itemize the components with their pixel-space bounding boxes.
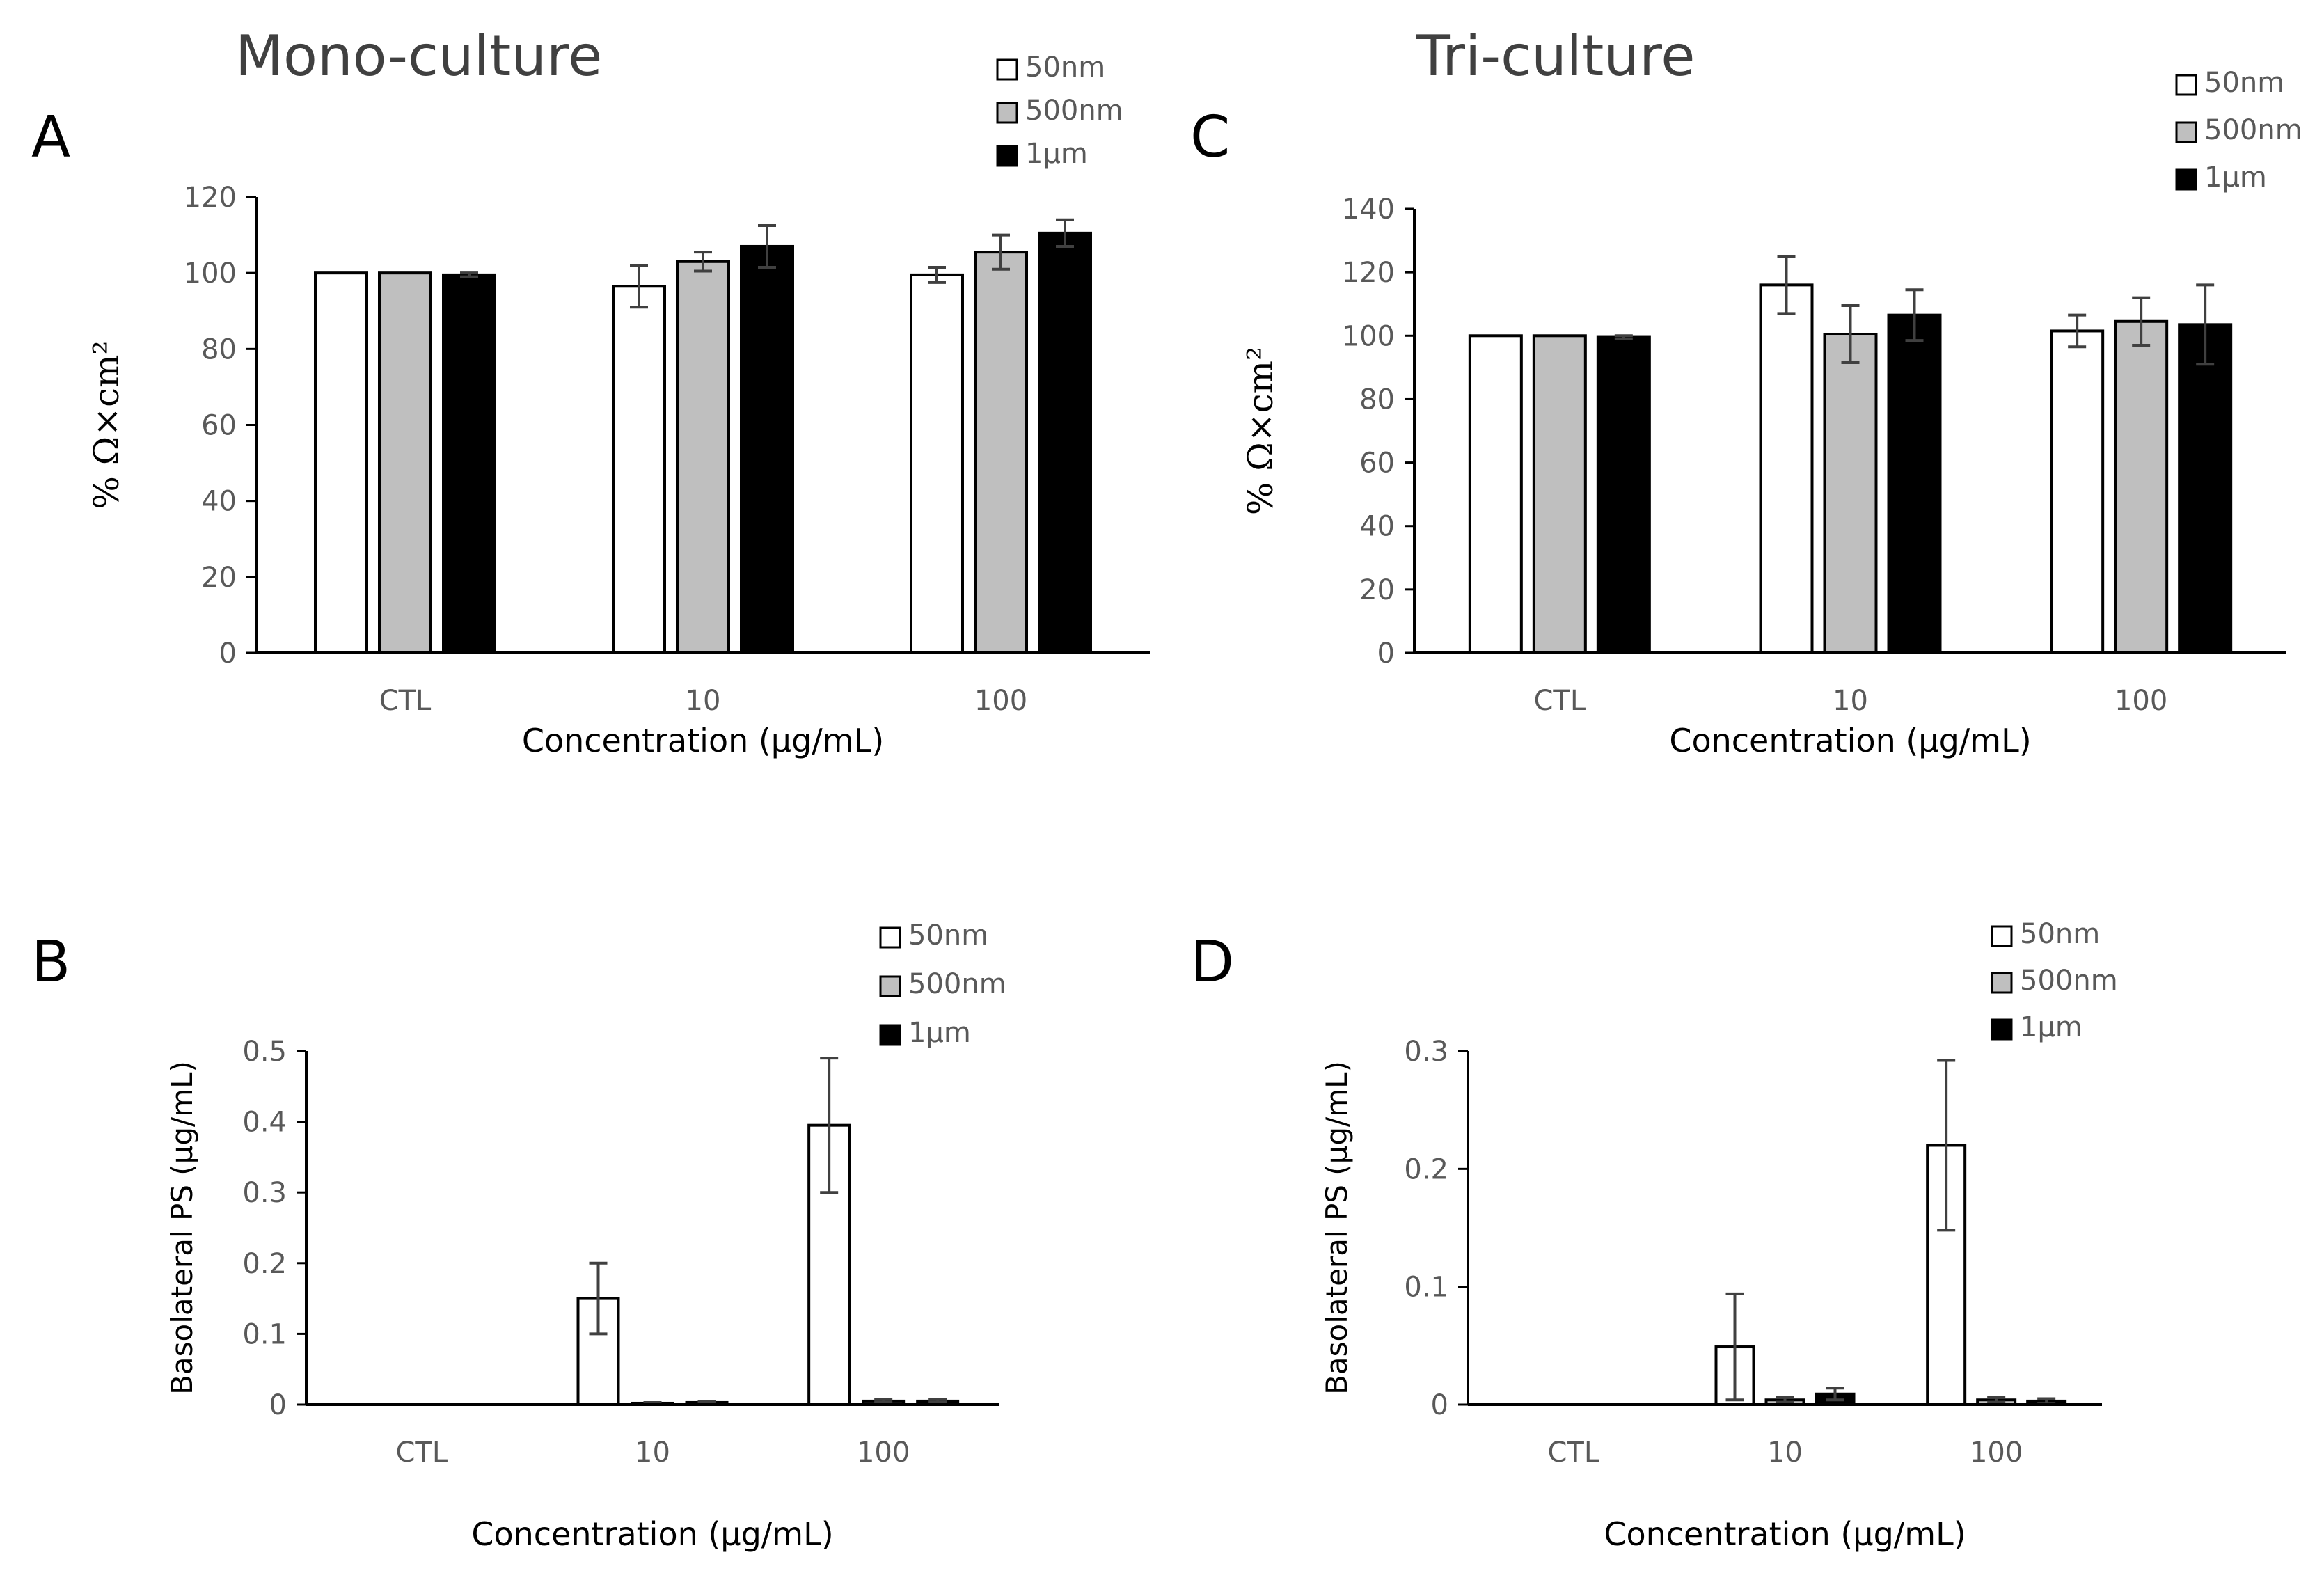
legend-swatch-1um: [996, 145, 1018, 167]
legend-swatch-500nm: [996, 102, 1018, 124]
y-tick-label: 100: [184, 258, 237, 290]
legend-swatch-1um: [1991, 1018, 2013, 1041]
y-axis-title: % Ω×cm²: [86, 340, 127, 509]
y-tick-label: 80: [201, 333, 237, 365]
panel-label-c: C: [1190, 104, 1230, 171]
legend-swatch-50nm: [2175, 74, 2197, 96]
y-tick-label: 120: [184, 182, 237, 214]
y-tick-label: 40: [201, 486, 237, 518]
bar-50nm-ctl: [314, 271, 368, 654]
legend-label-50nm: 50nm: [2020, 918, 2100, 950]
heading-mono-culture: Mono-culture: [235, 24, 602, 88]
bar-50nm-100: [910, 273, 964, 655]
bar-1um-ctl: [442, 273, 496, 655]
x-tick-label: CTL: [396, 1437, 448, 1469]
legend-swatch-500nm: [1991, 972, 2013, 994]
legend-label-1um: 1µm: [1025, 138, 1088, 170]
legend-swatch-500nm: [2175, 121, 2197, 143]
y-tick-label: 0: [1431, 1389, 1448, 1421]
y-tick-label: 0.2: [242, 1248, 287, 1280]
y-tick-label: 0.2: [1404, 1153, 1448, 1185]
legend-label-500nm: 500nm: [2020, 965, 2118, 997]
bar-50nm-10: [612, 285, 666, 655]
chart-panel-d: D 0 0.1 0.2 0.3 CTL 10 100 Concentration (μg/mL)…: [1190, 918, 2118, 1553]
bar-500nm-ctl: [1532, 334, 1587, 654]
heading-tri-culture: Tri-culture: [1416, 24, 1695, 88]
bar-500nm-100: [2114, 319, 2169, 654]
y-tick-label: 60: [1359, 448, 1395, 480]
legend-swatch-50nm: [879, 926, 901, 949]
x-tick-label: 100: [1970, 1437, 2023, 1469]
y-tick-label: 80: [1359, 384, 1395, 416]
legend-swatch-50nm: [1991, 925, 2013, 947]
y-tick-label: 0.3: [242, 1177, 287, 1209]
bar-50nm-ctl: [1468, 334, 1523, 654]
x-tick-label: CTL: [379, 685, 432, 717]
y-axis-title: % Ω×cm²: [1240, 347, 1281, 515]
bar-50nm-10: [1759, 283, 1814, 655]
legend-label-500nm: 500nm: [1025, 95, 1123, 127]
legend-label-50nm: 50nm: [908, 919, 988, 951]
legend-swatch-500nm: [879, 975, 901, 997]
bar-500nm-10: [1823, 333, 1878, 654]
x-axis-title: Concentration (μg/mL): [471, 1515, 833, 1553]
legend-label-50nm: 50nm: [1025, 52, 1105, 84]
legend-label-1um: 1µm: [2204, 161, 2267, 193]
chart-panel-a: A 0 20 40 60 80 100 120 CTL 10 100 Concentration (μ…: [31, 52, 1150, 759]
legend-label-500nm: 500nm: [2204, 114, 2302, 146]
y-tick-label: 0: [219, 638, 237, 670]
y-tick-label: 140: [1342, 193, 1395, 226]
y-tick-label: 0.1: [1404, 1272, 1448, 1304]
y-axis-title: Basolateral PS (μg/mL): [165, 1061, 199, 1395]
bar-500nm-100: [974, 251, 1028, 655]
legend-swatch-1um: [2175, 168, 2197, 191]
bar-500nm-10: [676, 260, 730, 654]
y-tick-label: 0: [269, 1389, 287, 1421]
y-tick-label: 20: [1359, 574, 1395, 606]
x-tick-label: 10: [1833, 685, 1868, 717]
x-tick-label: 10: [635, 1437, 670, 1469]
legend-label-500nm: 500nm: [908, 968, 1006, 1000]
y-tick-label: 0.4: [242, 1107, 287, 1139]
panel-label-d: D: [1190, 929, 1234, 995]
x-tick-label: CTL: [1534, 685, 1586, 717]
x-tick-label: 100: [2114, 685, 2167, 717]
bar-500nm-ctl: [378, 271, 432, 654]
legend-swatch-50nm: [996, 58, 1018, 81]
y-tick-label: 120: [1342, 257, 1395, 289]
x-axis-title: Concentration (μg/mL): [522, 722, 884, 759]
bar-50nm-100: [2050, 329, 2105, 654]
chart-panel-b: B 0 0.1 0.2 0.3 0.4 0.5 CTL 10 100 Concentration (…: [31, 919, 1006, 1553]
panel-label-a: A: [31, 104, 70, 171]
legend-label-1um: 1µm: [908, 1017, 971, 1049]
legend-label-50nm: 50nm: [2204, 67, 2284, 99]
y-tick-label: 0.3: [1404, 1036, 1448, 1068]
bar-1um-10: [1887, 313, 1942, 654]
y-tick-label: 40: [1359, 511, 1395, 543]
y-tick-label: 0: [1377, 638, 1395, 670]
panel-label-b: B: [31, 929, 70, 995]
legend-label-1um: 1µm: [2020, 1011, 2082, 1043]
bar-1um-10: [740, 244, 794, 655]
y-tick-label: 0.5: [242, 1036, 287, 1068]
legend-swatch-1um: [879, 1024, 901, 1046]
bar-1um-100: [1038, 231, 1092, 654]
y-tick-label: 0.1: [242, 1318, 287, 1350]
x-tick-label: CTL: [1548, 1437, 1600, 1469]
y-tick-label: 20: [201, 562, 237, 594]
x-tick-label: 10: [686, 685, 721, 717]
y-axis-title: Basolateral PS (μg/mL): [1320, 1061, 1354, 1395]
x-tick-label: 10: [1767, 1437, 1803, 1469]
x-tick-label: 100: [974, 685, 1027, 717]
x-tick-label: 100: [857, 1437, 910, 1469]
bar-1um-ctl: [1596, 335, 1651, 654]
x-axis-title: Concentration (μg/mL): [1604, 1515, 1966, 1553]
chart-panel-c: C 0 20 40 60 80 100 120 140 CTL 10 100 Concentration…: [1190, 67, 2302, 759]
y-tick-label: 60: [201, 410, 237, 442]
bar-1um-100: [2178, 323, 2233, 654]
x-axis-title: Concentration (μg/mL): [1669, 722, 2031, 759]
y-tick-label: 100: [1342, 320, 1395, 352]
